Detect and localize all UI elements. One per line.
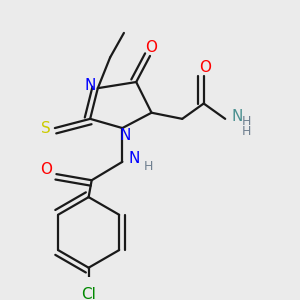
Text: N: N	[129, 151, 140, 166]
Text: N: N	[231, 109, 242, 124]
Text: N: N	[120, 128, 131, 143]
Text: H: H	[242, 116, 251, 128]
Text: H: H	[242, 124, 251, 138]
Text: H: H	[144, 160, 153, 173]
Text: O: O	[199, 60, 211, 75]
Text: O: O	[146, 40, 158, 55]
Text: N: N	[85, 78, 96, 93]
Text: O: O	[40, 162, 52, 177]
Text: S: S	[41, 121, 50, 136]
Text: Cl: Cl	[81, 287, 96, 300]
